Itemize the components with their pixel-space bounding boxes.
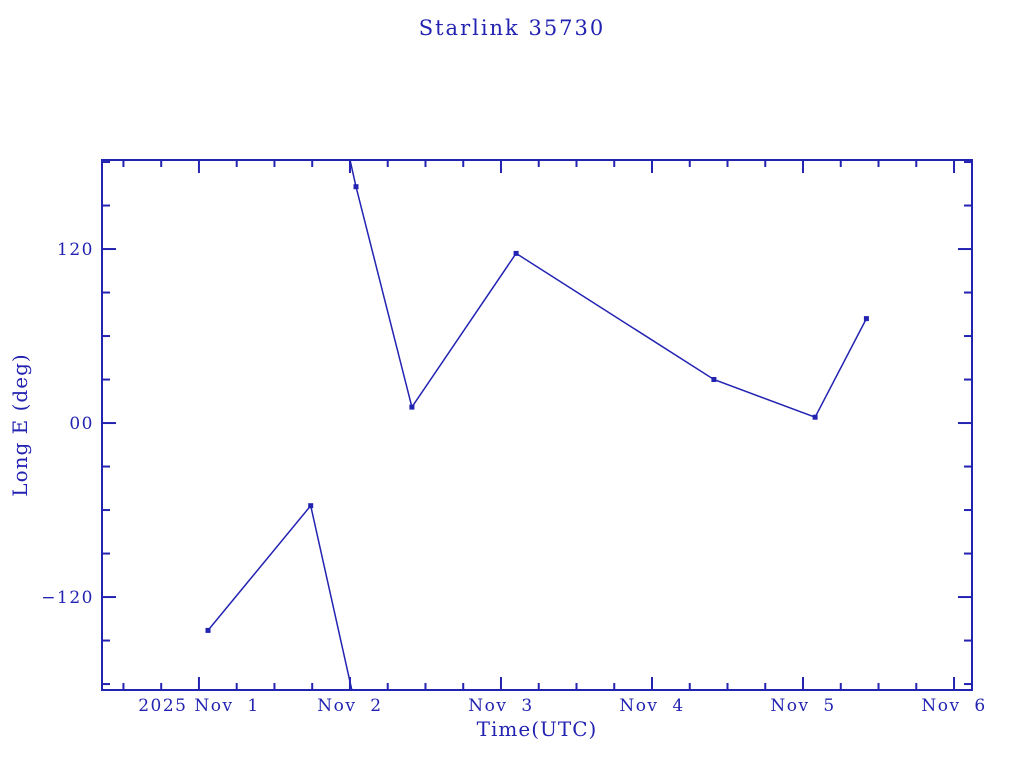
data-point-marker <box>308 503 314 509</box>
x-tick-label: Nov 6 <box>921 696 986 716</box>
data-point-marker <box>513 250 519 256</box>
x-tick-label: Nov 2 <box>317 696 382 716</box>
data-point-markers <box>205 184 869 633</box>
data-point-marker <box>353 184 359 190</box>
data-series-long-e <box>207 160 868 690</box>
x-tick-label: Nov 3 <box>468 696 533 716</box>
x-tick-label: Nov 5 <box>770 696 835 716</box>
y-tick-label: 00 <box>69 414 94 434</box>
series-line-segment <box>349 160 868 419</box>
x-axis-ticks <box>122 161 956 689</box>
plot-frame <box>101 159 973 691</box>
chart-title: Starlink 35730 <box>418 16 606 40</box>
x-axis-title: Time(UTC) <box>476 717 598 741</box>
data-point-marker <box>863 316 869 322</box>
x-tick-label: Nov 4 <box>619 696 684 716</box>
data-point-marker <box>812 414 818 420</box>
series-line-segment <box>207 504 353 690</box>
y-tick-label: −120 <box>41 588 94 608</box>
y-tick-label: 120 <box>57 240 94 260</box>
x-tick-label: 2025 Nov 1 <box>138 696 260 716</box>
data-point-marker <box>711 377 717 382</box>
y-axis-title: Long E (deg) <box>8 353 32 497</box>
y-axis-ticks <box>103 161 971 686</box>
data-point-marker <box>205 627 211 633</box>
data-point-marker <box>409 404 415 410</box>
